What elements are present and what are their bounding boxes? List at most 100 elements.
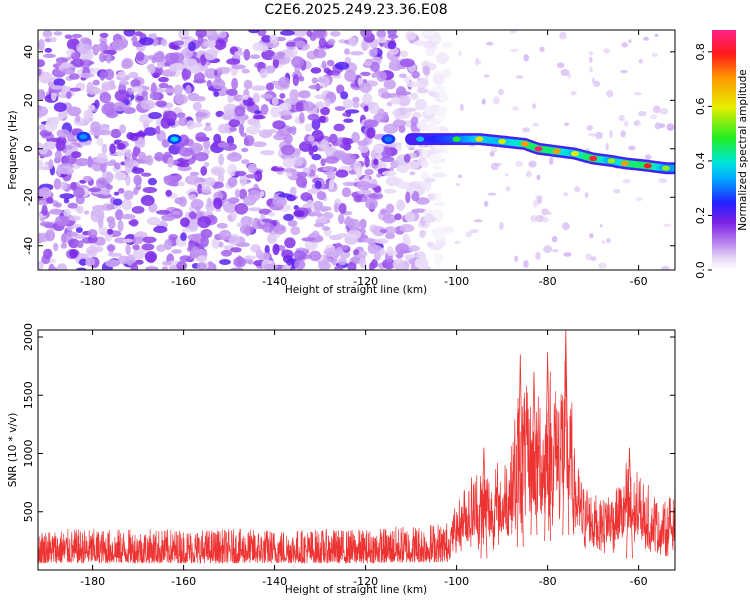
spectrogram-cell [406,81,420,88]
spectrogram-cell [313,222,325,228]
spectrogram-cell [196,255,208,263]
spectrogram-cell [121,198,133,211]
spectrogram-cell [335,169,349,178]
spectrogram-cell [396,91,412,96]
spectrogram-signal-point [79,134,88,140]
spectrogram-cell [294,259,306,270]
x-tick-label: -180 [80,275,105,288]
spectrogram-signal-point [534,146,543,152]
spectrogram-cell [328,179,335,190]
spectrogram-cell [308,250,322,262]
spectrogram-cell [161,139,170,148]
spectrogram-cell [147,177,157,186]
spectrogram-cell [605,143,609,151]
spectrogram-cell [223,201,238,213]
spectrogram-cell [587,133,597,137]
spectrogram-cell [285,41,297,47]
spectrogram-cell [549,157,554,165]
spectrogram-cell [141,90,149,96]
spectrogram-cell [390,96,402,105]
spectrogram-cell [53,242,59,252]
spectrogram-cell [399,50,408,58]
spectrogram-cell [213,91,219,97]
spectrogram-cell [83,117,90,125]
spectrogram-cell [536,174,541,181]
spectrogram-cell [38,59,46,68]
spectrogram-cell [227,214,233,221]
spectrogram-cell [255,249,263,259]
spectrogram-cell [143,200,153,206]
spectrogram-cell [216,222,228,229]
spectrogram-cell [200,235,209,248]
spectrogram-cell [268,212,276,217]
spectrogram-cell [90,121,101,133]
spectrogram-cell [213,197,223,209]
spectrogram-cell [130,262,139,270]
spectrogram-cell [296,171,308,178]
spectrogram-cell [364,168,374,176]
spectrogram-cell [161,214,176,222]
spectrogram-cell [247,207,263,212]
x-tick-label: -60 [630,575,648,588]
spectrogram-cell [204,49,218,61]
spectrogram-cell [342,181,357,187]
spectrogram-cell [261,218,273,223]
spectrogram-panel: -180 -160 -140 -120 -100 -80 -60 -40 -20 0 20 40 H… [7,29,676,296]
spectrogram-cell [87,104,96,111]
spectrogram-cell [633,92,643,96]
spectrogram-cell [365,197,378,210]
spectrogram-cell [109,143,116,154]
spectrogram-cell [423,77,429,88]
spectrogram-cell [49,36,57,43]
spectrogram-cell [252,115,266,120]
spectrogram-cell [41,204,48,216]
spectrogram-cell [499,222,504,230]
spectrogram-cell [69,73,80,80]
spectrogram-cell [158,82,169,89]
spectrogram-cell [380,208,387,215]
x-tick-label: -120 [353,275,378,288]
spectrogram-cell [73,186,85,198]
snr-peak [544,352,551,541]
spectrogram-cell [146,216,161,226]
spectrogram-cell [532,122,539,127]
spectrogram-cell [324,98,331,107]
snr-y-label: SNR (10 * v/v) [7,413,19,488]
spectrogram-cell [528,160,537,168]
spectrogram-cell [422,65,430,76]
spectrogram-cell [257,30,267,37]
spectrogram-cell [183,58,198,71]
spectrogram-cell [638,111,647,117]
spectrogram-cell [119,124,126,134]
spectrogram-cell [63,197,70,204]
spectrogram-cell [360,71,371,77]
spectrogram-cell [117,143,126,150]
spectrogram-cell [491,145,498,153]
spectrogram-cell [658,178,667,184]
spectrogram-cell [342,112,351,117]
spectrogram-cell [258,208,272,215]
spectrogram-cell [281,249,289,255]
spectrogram-cell [283,168,297,173]
spectrogram-cell [406,245,420,252]
spectrogram-cell [654,122,662,130]
spectrogram-cell [123,30,136,37]
spectrogram-cell [219,259,231,265]
spectrogram-cell [430,243,443,251]
spectrogram-cell [241,147,249,153]
spectrogram-cell [113,198,123,206]
spectrogram-cell [124,157,134,168]
spectrogram-cell [179,255,192,262]
spectrogram-cell [414,98,427,111]
spectrogram-cell [148,112,162,120]
spectrogram-cell [251,85,267,91]
spectrogram-cell [76,240,84,249]
snr-x-label: Height of straight line (km) [285,584,427,596]
spectrogram-cell [311,129,324,142]
x-tick-label: -80 [539,575,557,588]
spectrogram-cell [308,84,323,90]
spectrogram-cell [483,200,489,207]
snr-series-line [38,360,675,564]
spectrogram-cell [304,123,313,132]
spectrogram-cell [590,256,597,261]
